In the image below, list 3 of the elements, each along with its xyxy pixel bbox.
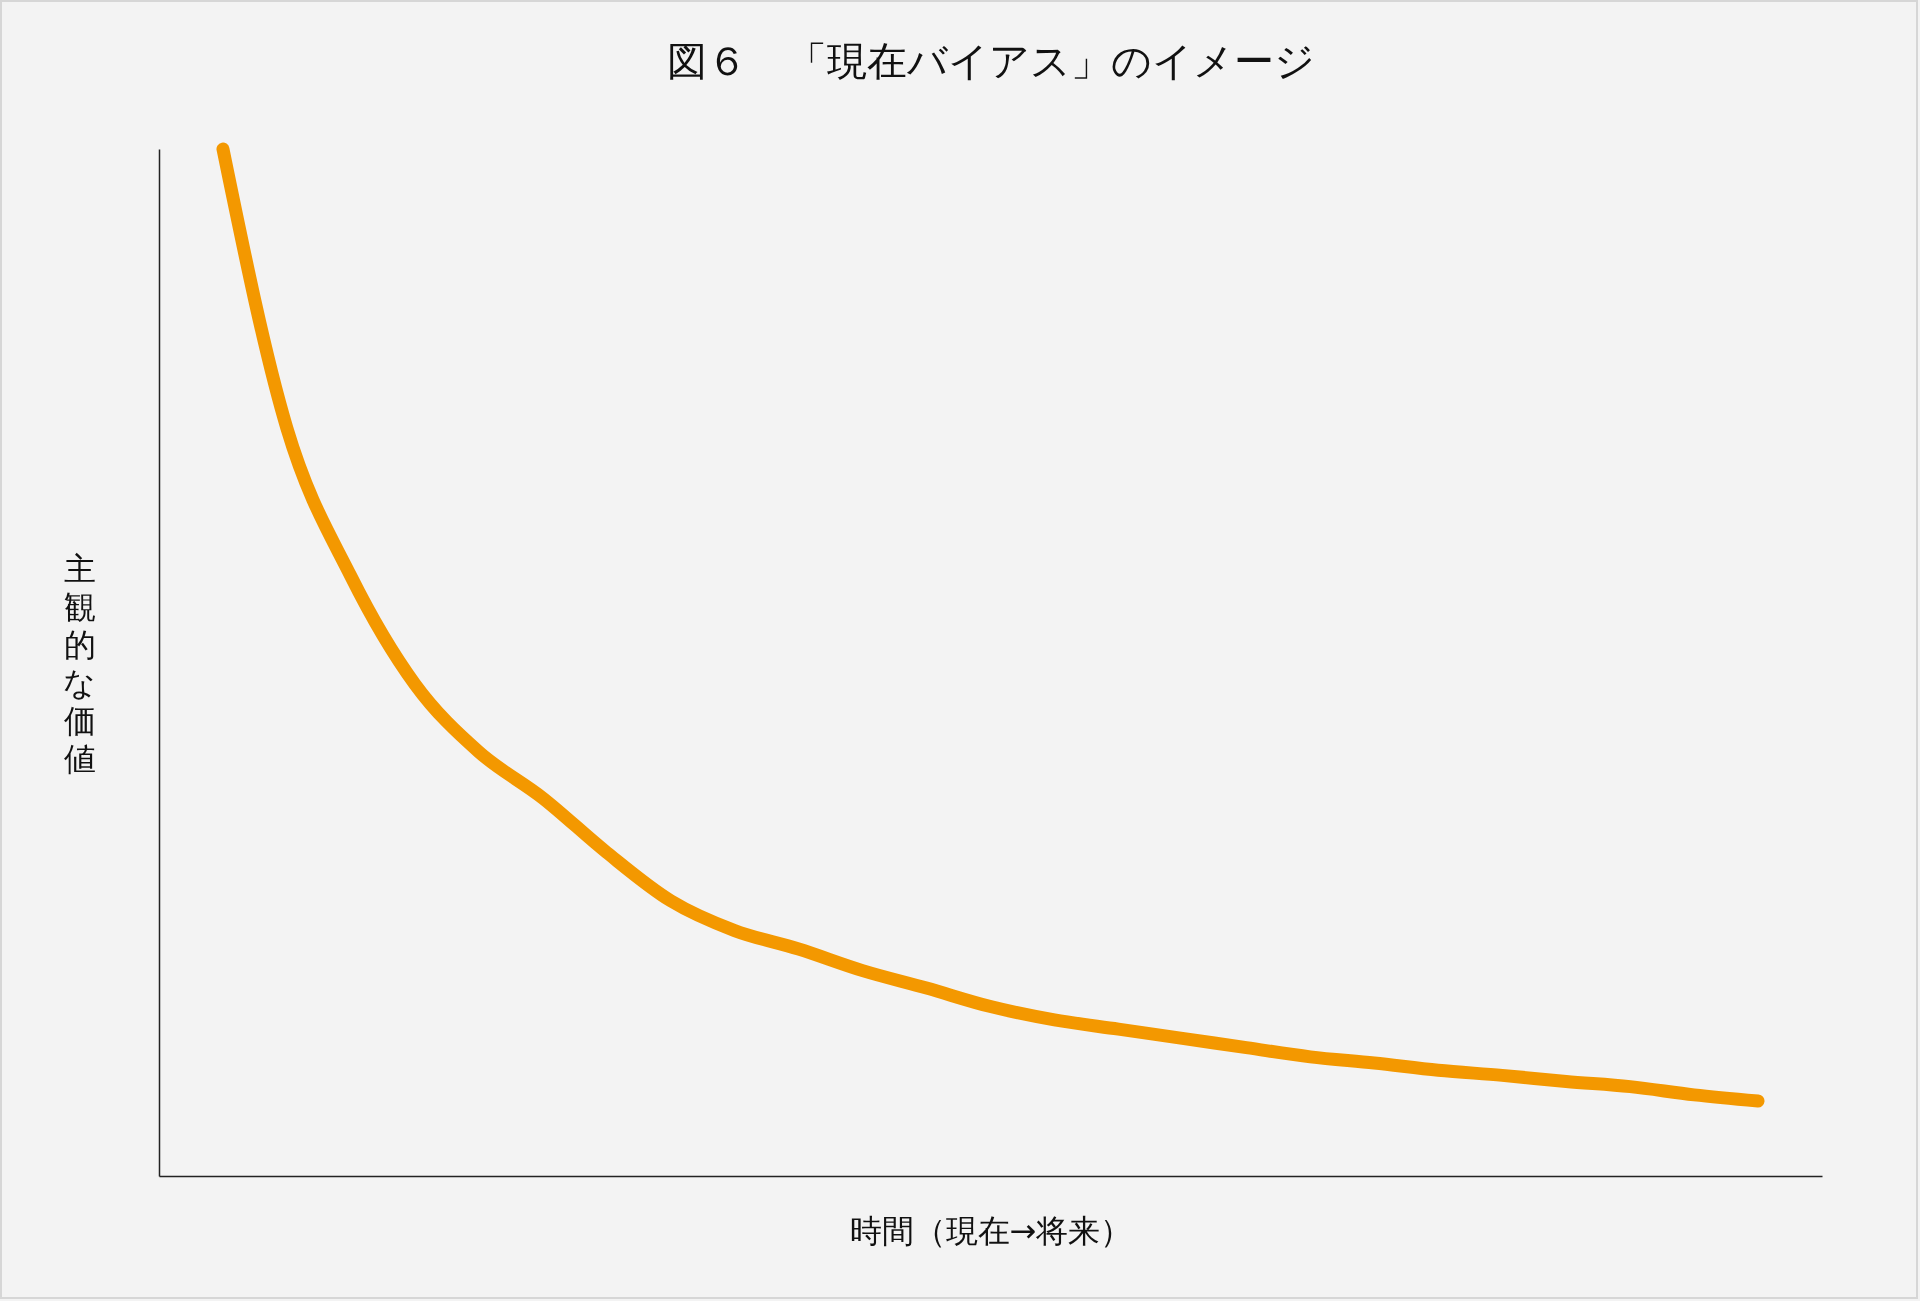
x-axis-title: 時間（現在→将来） [849, 1211, 1133, 1250]
y-axis-title: 主観的な価値 [63, 549, 96, 778]
chart-title: 図６ 「現在バイアス」のイメージ [666, 37, 1315, 84]
